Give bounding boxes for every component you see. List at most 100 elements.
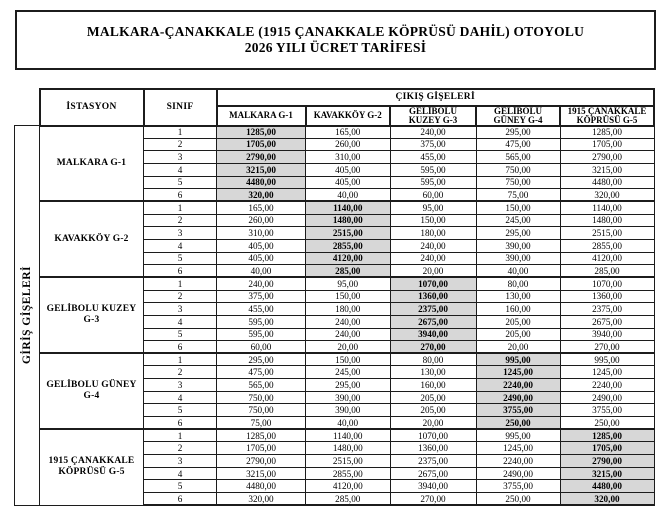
- vehicle-class-cell: 6: [143, 264, 217, 278]
- fare-cell: 3215,00: [559, 162, 655, 177]
- fare-cell: 1705,00: [216, 441, 306, 456]
- fare-cell: 390,00: [305, 403, 391, 418]
- fare-cell: 320,00: [559, 188, 655, 202]
- vehicle-class-cell: 1: [143, 200, 217, 215]
- fare-cell: 995,00: [475, 428, 561, 443]
- fare-cell: 60,00: [216, 340, 306, 354]
- class-column-header: SINIF: [142, 88, 218, 127]
- fare-cell: 310,00: [305, 150, 391, 164]
- fare-cell: 270,00: [389, 492, 477, 507]
- fare-cell: 40,00: [216, 264, 306, 278]
- vehicle-class-cell: 4: [143, 314, 217, 329]
- fare-cell: 180,00: [305, 302, 391, 316]
- fare-cell: 3215,00: [216, 466, 306, 481]
- vehicle-class-cell: 5: [143, 175, 217, 190]
- fare-cell: 160,00: [475, 302, 561, 316]
- header-spacer: [15, 89, 40, 126]
- fare-row: 2 260,00 1480,00 150,00 245,00 1480,00: [15, 213, 655, 228]
- fare-cell: 180,00: [389, 226, 477, 240]
- fare-cell: 295,00: [305, 378, 391, 392]
- fare-cell: 390,00: [475, 238, 561, 253]
- document-title-line2: 2026 YILI ÜCRET TARİFESİ: [244, 40, 427, 55]
- fare-cell: 150,00: [305, 289, 391, 304]
- fare-cell: 2240,00: [475, 378, 561, 392]
- fare-cell: 1480,00: [305, 441, 391, 456]
- fare-cell: 1360,00: [389, 289, 477, 304]
- fare-cell: 295,00: [475, 125, 561, 139]
- fare-cell: 4120,00: [305, 251, 391, 266]
- fare-cell: 240,00: [389, 238, 477, 253]
- vehicle-class-cell: 4: [143, 466, 217, 481]
- fare-cell: 390,00: [305, 390, 391, 405]
- fare-row: 3 310,00 2515,00 180,00 295,00 2515,00: [15, 226, 655, 240]
- fare-cell: 4120,00: [559, 251, 655, 266]
- fare-cell: 1245,00: [559, 365, 655, 380]
- fare-cell: 3940,00: [389, 479, 477, 494]
- fare-cell: 2375,00: [559, 302, 655, 316]
- station-cell-2: KAVAKKÖY G-2: [39, 200, 144, 278]
- fare-cell: 2240,00: [475, 454, 561, 468]
- fare-cell: 205,00: [389, 403, 477, 418]
- fare-cell: 3940,00: [559, 327, 655, 342]
- fare-cell: 2490,00: [475, 466, 561, 481]
- fare-cell: 2675,00: [559, 314, 655, 329]
- fare-row: 4 3215,00 405,00 595,00 750,00 3215,00: [15, 162, 655, 177]
- fare-cell: 595,00: [389, 175, 477, 190]
- fare-row: GELİBOLU KUZEY G-3 1 240,00 95,00 1070,00 80,…: [15, 276, 655, 354]
- fare-cell: 595,00: [216, 314, 306, 329]
- fare-cell: 320,00: [559, 492, 655, 507]
- fare-cell: 595,00: [389, 162, 477, 177]
- fare-cell: 270,00: [389, 340, 477, 354]
- fare-cell: 1705,00: [559, 441, 655, 456]
- fare-cell: 2490,00: [475, 390, 561, 405]
- exit-col-header-3: GELİBOLU KUZEY G-3: [389, 104, 477, 127]
- title-box: MALKARA-ÇANAKKALE (1915 ÇANAKKALE KÖPRÜS…: [15, 10, 656, 70]
- vehicle-class-cell: 1: [143, 428, 217, 443]
- fare-cell: 320,00: [216, 188, 306, 202]
- fare-cell: 750,00: [475, 175, 561, 190]
- fare-cell: 95,00: [389, 200, 477, 215]
- fare-row: 1915 ÇANAKKALE KÖPRÜSÜ G-5 1 1285,00 1140,0…: [15, 428, 655, 506]
- fare-cell: 80,00: [389, 352, 477, 367]
- fare-cell: 240,00: [389, 125, 477, 139]
- vehicle-class-cell: 3: [143, 226, 217, 240]
- exit-lanes-group-header: ÇIKIŞ GİŞELERİ: [215, 88, 655, 106]
- fare-cell: 405,00: [216, 251, 306, 266]
- fare-cell: 95,00: [305, 276, 391, 291]
- fare-cell: 750,00: [216, 403, 306, 418]
- vehicle-class-cell: 3: [143, 454, 217, 468]
- fare-cell: 260,00: [216, 213, 306, 228]
- fare-cell: 1140,00: [305, 200, 391, 215]
- fare-cell: 250,00: [475, 492, 561, 507]
- fare-cell: 4480,00: [216, 175, 306, 190]
- vehicle-class-cell: 5: [143, 403, 217, 418]
- fare-cell: 475,00: [216, 365, 306, 380]
- fare-row: 2 475,00 245,00 130,00 1245,00 1245,00: [15, 365, 655, 380]
- exit-col-header-2: KAVAKKÖY G-2: [304, 104, 391, 127]
- fare-cell: 995,00: [559, 352, 655, 367]
- fare-cell: 2790,00: [216, 454, 306, 468]
- vehicle-class-cell: 2: [143, 137, 217, 152]
- fare-row: 5 750,00 390,00 205,00 3755,00 3755,00: [15, 403, 655, 418]
- station-cell-4: GELİBOLU GÜNEY G-4: [39, 352, 144, 430]
- vehicle-class-cell: 3: [143, 150, 217, 164]
- station-cell-1: MALKARA G-1: [39, 125, 144, 202]
- fare-cell: 1285,00: [216, 428, 306, 443]
- vehicle-class-cell: 3: [143, 302, 217, 316]
- fare-cell: 150,00: [305, 352, 391, 367]
- fare-cell: 4480,00: [216, 479, 306, 494]
- fare-cell: 2855,00: [305, 466, 391, 481]
- fare-cell: 285,00: [559, 264, 655, 278]
- exit-col-header-1: MALKARA G-1: [215, 104, 307, 127]
- fare-cell: 2790,00: [559, 454, 655, 468]
- vehicle-class-cell: 6: [143, 416, 217, 430]
- fare-cell: 1360,00: [559, 289, 655, 304]
- vehicle-class-cell: 5: [143, 479, 217, 494]
- fare-cell: 240,00: [305, 327, 391, 342]
- fare-cell: 2375,00: [389, 302, 477, 316]
- fare-cell: 455,00: [216, 302, 306, 316]
- fare-row: 3 2790,00 2515,00 2375,00 2240,00 2790,00: [15, 454, 655, 468]
- fare-row: 2 1705,00 1480,00 1360,00 1245,00 1705,00: [15, 441, 655, 456]
- vehicle-class-cell: 5: [143, 327, 217, 342]
